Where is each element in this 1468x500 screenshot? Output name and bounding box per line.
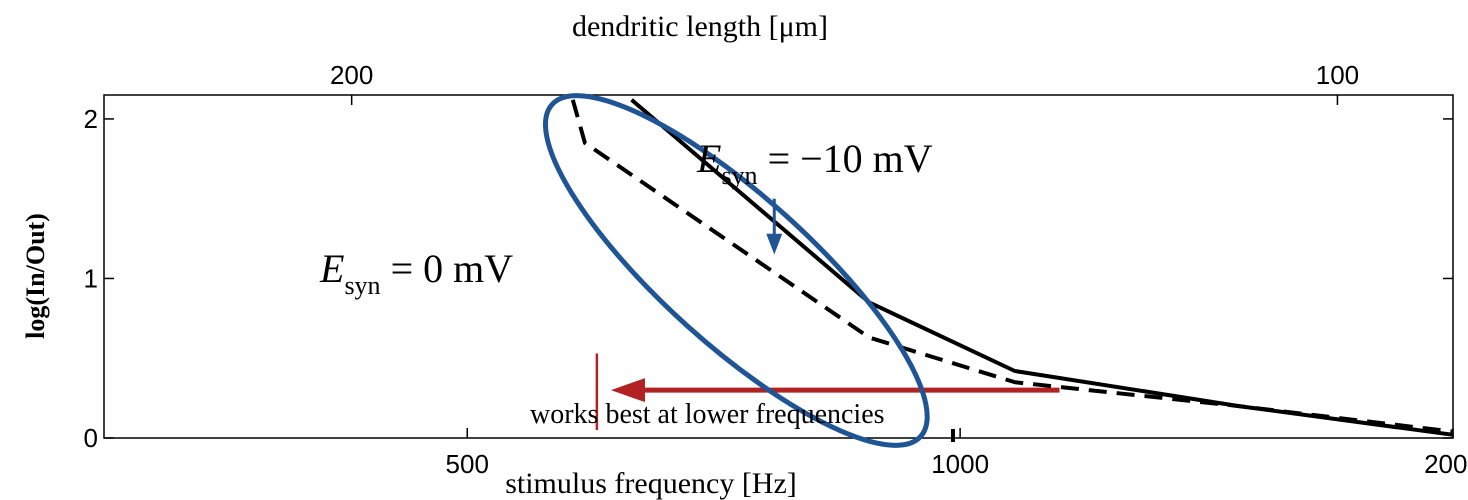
down-arrowhead [766, 233, 783, 255]
y-axis-label: log(In/Out) [21, 213, 50, 339]
x-tick-label: 2000 [1424, 449, 1468, 479]
x2-axis-label: dendritic length [μm] [572, 10, 828, 43]
series-label-dashed: Esyn = 0 mV [319, 246, 513, 300]
annotations-back [595, 353, 1060, 431]
x2-tick-label: 200 [330, 60, 373, 90]
highlight-ellipse [542, 93, 930, 448]
x-tick-label: 1000 [931, 449, 989, 479]
series-line-solid [630, 98, 1454, 437]
y-tick-label: 2 [84, 104, 98, 134]
x-axis-label: stimulus frequency [Hz] [505, 467, 797, 500]
series-label-solid: Esyn = −10 mV [696, 136, 933, 190]
axis-ticks: 5001000200020010050012 [84, 60, 1468, 479]
series-line-dashed [570, 99, 1454, 434]
y-tick-label: 1 [84, 263, 98, 293]
annotations-front [542, 93, 930, 448]
plot-frame [103, 94, 1454, 439]
series-layer [570, 98, 1454, 437]
x-tick-label: 500 [446, 449, 489, 479]
y-tick-label: 0 [84, 423, 98, 453]
left-arrowhead [610, 378, 645, 403]
x2-tick-label: 100 [1316, 60, 1359, 90]
arrow-caption: works best at lower frequencies [530, 399, 885, 430]
